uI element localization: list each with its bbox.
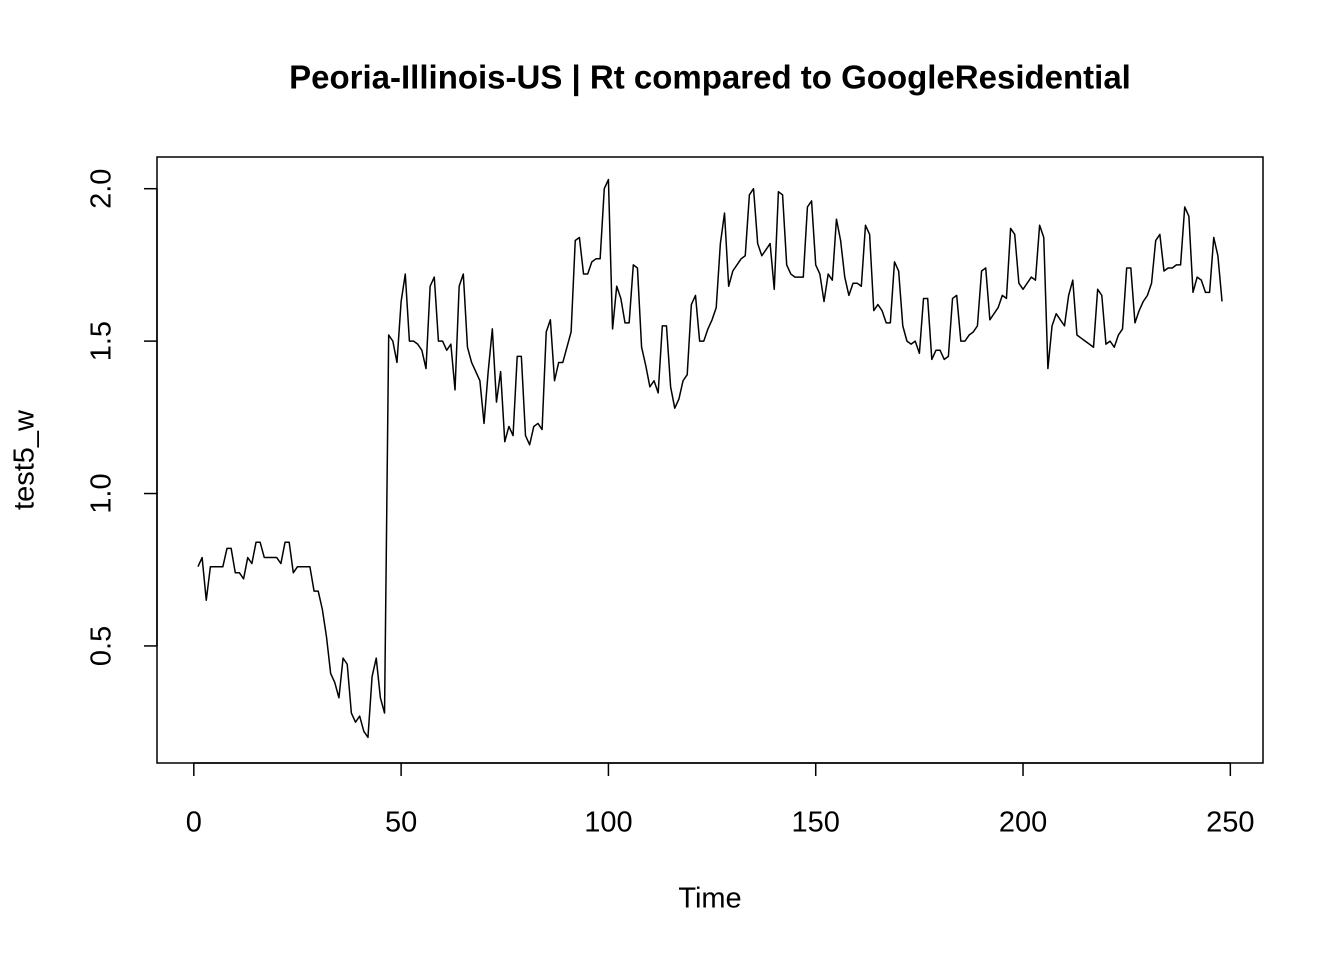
- x-tick-label: 150: [792, 807, 840, 839]
- x-axis-label: Time: [678, 883, 741, 915]
- y-axis-label: test5_w: [9, 409, 41, 510]
- data-line: [197, 178, 1223, 739]
- x-tick-label: 200: [999, 807, 1047, 839]
- x-tick-label: 250: [1206, 807, 1254, 839]
- y-tick-label: 0.5: [86, 626, 118, 666]
- x-tick-label: 0: [186, 807, 202, 839]
- chart-title: Peoria-Illinois-US | Rt compared to Goog…: [289, 59, 1131, 96]
- plot-box: [156, 156, 1264, 764]
- y-tick-label: 1.5: [86, 321, 118, 361]
- y-tick-label: 2.0: [86, 169, 118, 209]
- x-tick-label: 50: [385, 807, 417, 839]
- y-tick-label: 1.0: [86, 473, 118, 513]
- x-tick-label: 100: [584, 807, 632, 839]
